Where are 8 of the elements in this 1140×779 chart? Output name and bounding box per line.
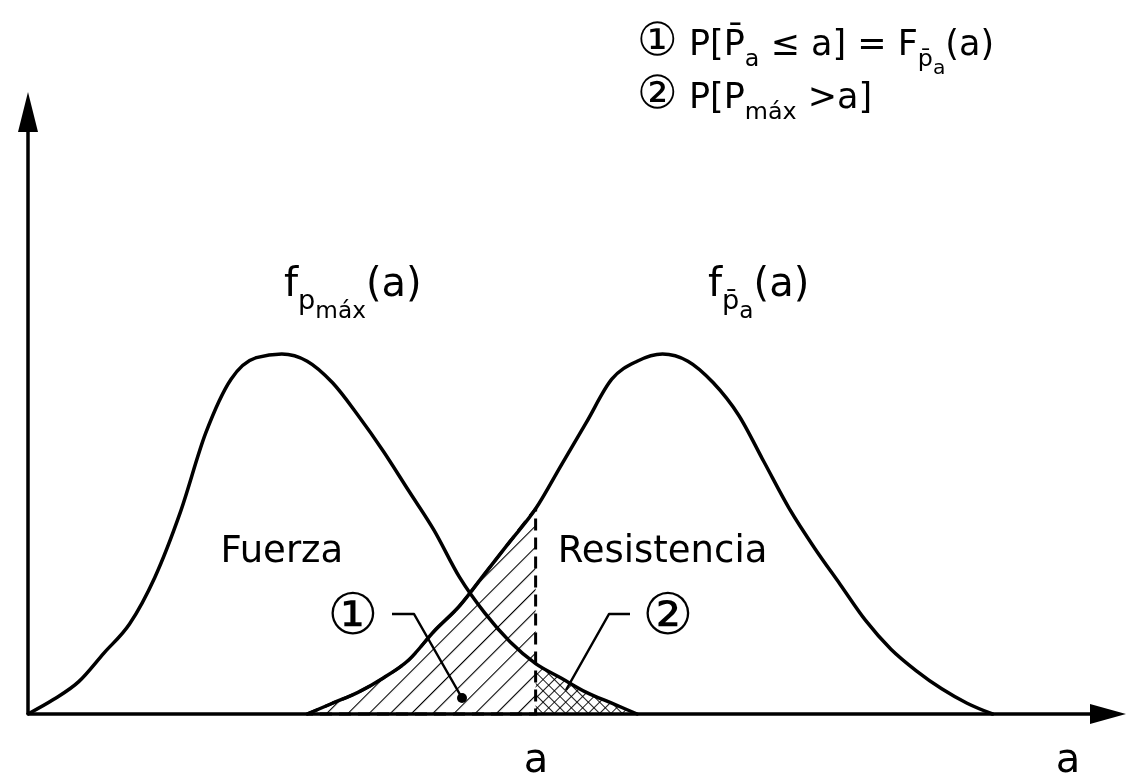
x-axis-title: a — [1055, 735, 1081, 779]
annotation: ① — [327, 581, 379, 647]
series-label: Fuerza — [220, 528, 344, 572]
text: f$_{p}$$_{máx}$(a) — [284, 259, 422, 323]
annotation: ② — [642, 581, 694, 647]
series-label: Resistencia — [557, 528, 768, 572]
text: a — [523, 735, 549, 779]
text: f$_{p̄}$$_{a}$(a) — [708, 259, 810, 323]
